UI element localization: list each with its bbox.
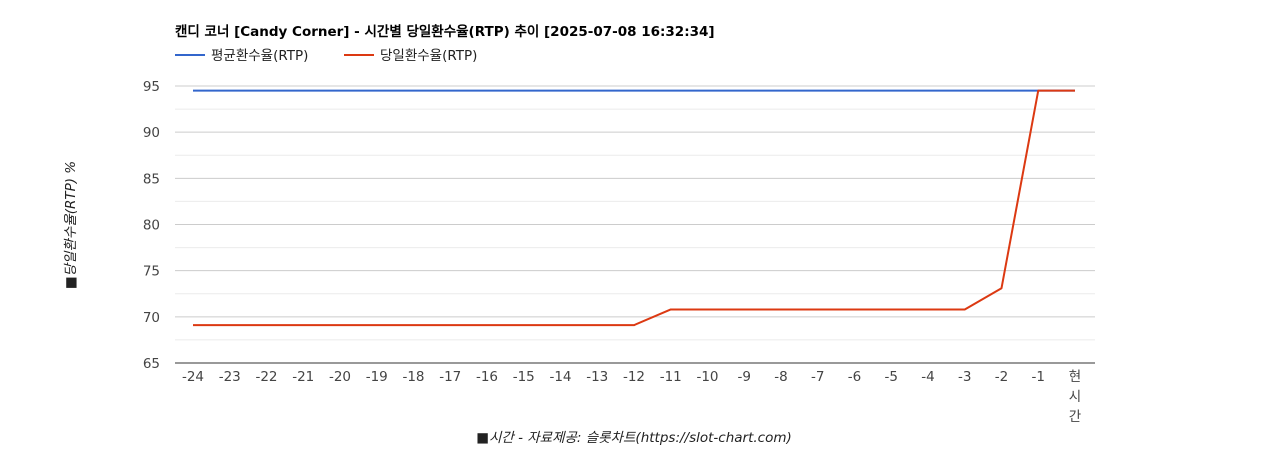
x-tick-label: -3 [958, 369, 971, 385]
x-tick-label: -4 [921, 369, 934, 385]
y-tick-label: 90 [143, 125, 160, 141]
series-line-daily-rtp [193, 89, 1075, 327]
x-tick-label: -19 [366, 369, 388, 385]
x-tick-label: -12 [623, 369, 645, 385]
y-tick-label: 65 [143, 356, 160, 372]
x-tick-label: -10 [696, 369, 718, 385]
x-tick-label: -6 [848, 369, 861, 385]
y-axis-ticks: 65 70 75 80 85 90 95 [143, 79, 160, 372]
x-tick-label: -20 [329, 369, 351, 385]
x-tick-label: -14 [549, 369, 571, 385]
x-tick-label: -1 [1032, 369, 1045, 385]
y-tick-label: 70 [143, 310, 160, 326]
y-tick-label: 85 [143, 171, 160, 187]
x-tick-label: -22 [255, 369, 277, 385]
y-axis-title: ■당일환수율(RTP) % [63, 161, 79, 289]
x-tick-label: -18 [402, 369, 424, 385]
legend-label-average: 평균환수율(RTP) [211, 48, 308, 64]
x-tick-label: -7 [811, 369, 824, 385]
x-tick-label: -13 [586, 369, 608, 385]
x-tick-label: -21 [292, 369, 314, 385]
x-tick-label: -11 [660, 369, 682, 385]
chart-title: 캔디 코너 [Candy Corner] - 시간별 당일환수율(RTP) 추이… [175, 23, 715, 40]
series-lines [193, 89, 1075, 327]
x-axis-ticks: -24 -23 -22 -21 -20 -19 -18 -17 -16 -15 -14 -13 -12-… [182, 369, 1081, 425]
x-tick-label: -8 [774, 369, 787, 385]
x-tick-label: -17 [439, 369, 461, 385]
legend-label-daily: 당일환수율(RTP) [380, 48, 477, 64]
y-tick-label: 95 [143, 79, 160, 95]
gridlines [175, 85, 1095, 364]
x-tick-label: -23 [219, 369, 241, 385]
x-tick-label: -2 [995, 369, 1008, 385]
legend: 평균환수율(RTP) 당일환수율(RTP) [175, 48, 477, 64]
x-tick-label: -5 [885, 369, 898, 385]
x-tick-label: -24 [182, 369, 204, 385]
y-tick-label: 75 [143, 264, 160, 280]
y-tick-label: 80 [143, 218, 160, 234]
x-tick-label: -9 [738, 369, 751, 385]
x-axis-title: ■시간 - 자료제공: 슬롯차트(https://slot-chart.com) [476, 430, 792, 446]
x-tick-label: -16 [476, 369, 498, 385]
x-tick-label: -15 [513, 369, 535, 385]
